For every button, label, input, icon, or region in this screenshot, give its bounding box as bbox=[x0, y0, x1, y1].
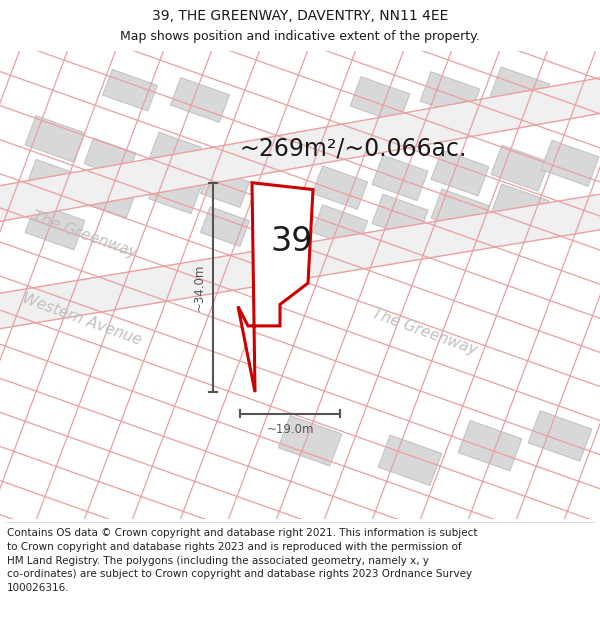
Bar bbox=[458, 421, 522, 471]
Bar bbox=[490, 67, 550, 114]
Bar bbox=[103, 69, 157, 111]
Bar bbox=[491, 145, 549, 191]
Polygon shape bbox=[0, 190, 600, 331]
Bar bbox=[372, 194, 428, 239]
Bar bbox=[491, 184, 549, 230]
Bar bbox=[25, 159, 85, 206]
Text: ~269m²/~0.066ac.: ~269m²/~0.066ac. bbox=[240, 137, 467, 161]
Bar bbox=[200, 168, 250, 208]
Bar bbox=[350, 77, 410, 123]
Bar bbox=[149, 171, 201, 214]
Bar bbox=[84, 177, 136, 217]
Bar bbox=[25, 116, 85, 162]
Bar bbox=[431, 150, 489, 196]
Text: Map shows position and indicative extent of the property.: Map shows position and indicative extent… bbox=[120, 31, 480, 43]
Text: The Greenway: The Greenway bbox=[30, 209, 139, 261]
Text: Western Avenue: Western Avenue bbox=[20, 291, 143, 348]
Bar bbox=[25, 203, 85, 250]
Bar bbox=[431, 189, 489, 235]
Bar bbox=[372, 155, 428, 201]
Bar bbox=[149, 132, 201, 175]
Bar bbox=[278, 416, 342, 466]
Bar bbox=[84, 138, 136, 179]
Bar bbox=[541, 140, 599, 186]
Text: 39: 39 bbox=[271, 224, 313, 258]
Bar bbox=[313, 166, 368, 209]
Text: 39, THE GREENWAY, DAVENTRY, NN11 4EE: 39, THE GREENWAY, DAVENTRY, NN11 4EE bbox=[152, 9, 448, 23]
Bar bbox=[313, 205, 368, 248]
Bar bbox=[378, 435, 442, 486]
Bar bbox=[170, 78, 230, 122]
Bar bbox=[528, 411, 592, 461]
Text: ~34.0m: ~34.0m bbox=[193, 264, 205, 311]
Polygon shape bbox=[238, 182, 313, 392]
Text: ~19.0m: ~19.0m bbox=[266, 422, 314, 436]
Bar bbox=[200, 207, 250, 246]
Text: Contains OS data © Crown copyright and database right 2021. This information is : Contains OS data © Crown copyright and d… bbox=[7, 528, 478, 592]
Polygon shape bbox=[0, 73, 600, 224]
Bar bbox=[420, 72, 480, 118]
Text: The Greenway: The Greenway bbox=[370, 306, 479, 358]
